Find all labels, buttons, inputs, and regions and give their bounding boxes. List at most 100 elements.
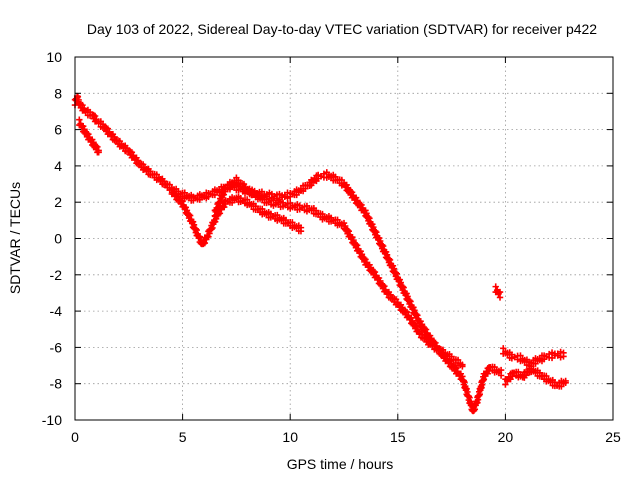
y-axis-label: SDTVAR / TECUs <box>7 182 23 294</box>
data-point <box>211 218 219 225</box>
data-point <box>393 270 401 277</box>
x-axis-ticks: 0 5 10 15 20 25 <box>71 57 621 445</box>
data-point <box>128 149 136 156</box>
y-tick-label: -6 <box>50 339 63 355</box>
data-point <box>215 203 222 210</box>
data-point <box>220 191 228 198</box>
data-point <box>297 228 305 235</box>
data-point <box>221 188 228 195</box>
data-point <box>471 406 479 413</box>
chart-title: Day 103 of 2022, Sidereal Day-to-day VTE… <box>87 21 597 37</box>
y-tick-label: -8 <box>50 376 63 392</box>
data-point <box>348 189 356 196</box>
series-second_branch <box>211 174 466 370</box>
data-point <box>361 255 368 262</box>
y-tick-label: 6 <box>54 122 62 138</box>
data-point <box>212 215 220 222</box>
data-point <box>186 212 194 219</box>
data-point <box>353 242 361 249</box>
data-point <box>85 130 92 138</box>
data-point <box>413 322 420 330</box>
plot-area <box>71 92 569 415</box>
data-point <box>192 225 200 233</box>
series-main_track <box>71 92 505 415</box>
series-dip_branch <box>168 185 305 248</box>
data-point <box>308 182 315 189</box>
data-point <box>206 230 213 237</box>
y-axis-ticks: -10 -8 -6 -4 -2 0 2 4 6 8 10 <box>42 49 613 428</box>
y-tick-label: 2 <box>54 194 62 210</box>
data-point <box>385 255 393 263</box>
data-point <box>406 297 413 304</box>
data-point <box>358 201 365 209</box>
data-point <box>392 269 400 276</box>
y-tick-label: 4 <box>54 158 62 174</box>
data-point <box>240 180 248 188</box>
data-point <box>413 311 420 318</box>
data-point <box>104 125 112 132</box>
data-point <box>179 198 186 205</box>
data-point <box>116 137 124 145</box>
data-point <box>302 185 309 192</box>
data-point <box>216 210 224 217</box>
data-point <box>205 233 212 240</box>
data-point <box>168 185 176 192</box>
x-tick-label: 10 <box>282 429 298 445</box>
data-point <box>560 353 567 360</box>
data-point <box>392 296 400 303</box>
plot-frame <box>74 56 614 421</box>
data-point <box>502 381 509 388</box>
data-point <box>497 372 505 379</box>
series-late_cluster_b <box>502 363 569 390</box>
data-point <box>425 336 432 343</box>
data-point <box>139 161 147 168</box>
data-point <box>211 212 219 219</box>
data-point <box>522 372 530 379</box>
data-point <box>480 375 488 383</box>
y-tick-label: 0 <box>54 231 62 247</box>
data-point <box>496 294 504 301</box>
data-point <box>76 116 83 123</box>
y-tick-label: -10 <box>42 412 62 428</box>
x-axis-label: GPS time / hours <box>287 456 394 472</box>
y-tick-label: 8 <box>54 85 62 101</box>
data-point <box>422 326 430 333</box>
data-point <box>352 240 360 248</box>
x-tick-label: 20 <box>498 429 514 445</box>
data-point <box>459 361 466 368</box>
data-point <box>386 256 394 264</box>
data-point <box>209 224 216 232</box>
data-point <box>166 181 173 188</box>
data-point <box>407 298 414 305</box>
y-tick-label: -4 <box>50 303 63 319</box>
grid <box>75 57 613 420</box>
data-point <box>379 242 387 250</box>
data-point <box>371 268 379 276</box>
data-point <box>365 214 372 221</box>
data-point <box>201 239 209 247</box>
data-point <box>496 288 504 296</box>
data-point <box>414 312 421 319</box>
data-point <box>372 227 379 235</box>
data-point <box>243 196 251 203</box>
data-point <box>400 284 407 291</box>
data-point <box>83 130 91 137</box>
data-point <box>79 101 86 109</box>
data-point <box>399 283 406 290</box>
data-point <box>94 143 101 151</box>
data-point <box>381 282 388 290</box>
x-tick-label: 25 <box>605 429 621 445</box>
series-late_cluster_a <box>500 345 567 369</box>
data-point <box>366 215 373 222</box>
data-point <box>217 197 225 205</box>
data-point <box>196 233 204 240</box>
data-point <box>345 227 352 235</box>
data-point <box>378 241 386 249</box>
data-point <box>362 256 369 263</box>
data-point <box>439 346 447 353</box>
data-point <box>214 206 221 213</box>
y-tick-label: 10 <box>46 49 62 65</box>
x-tick-label: 5 <box>179 429 187 445</box>
data-point <box>92 142 100 150</box>
data-point <box>95 149 102 156</box>
